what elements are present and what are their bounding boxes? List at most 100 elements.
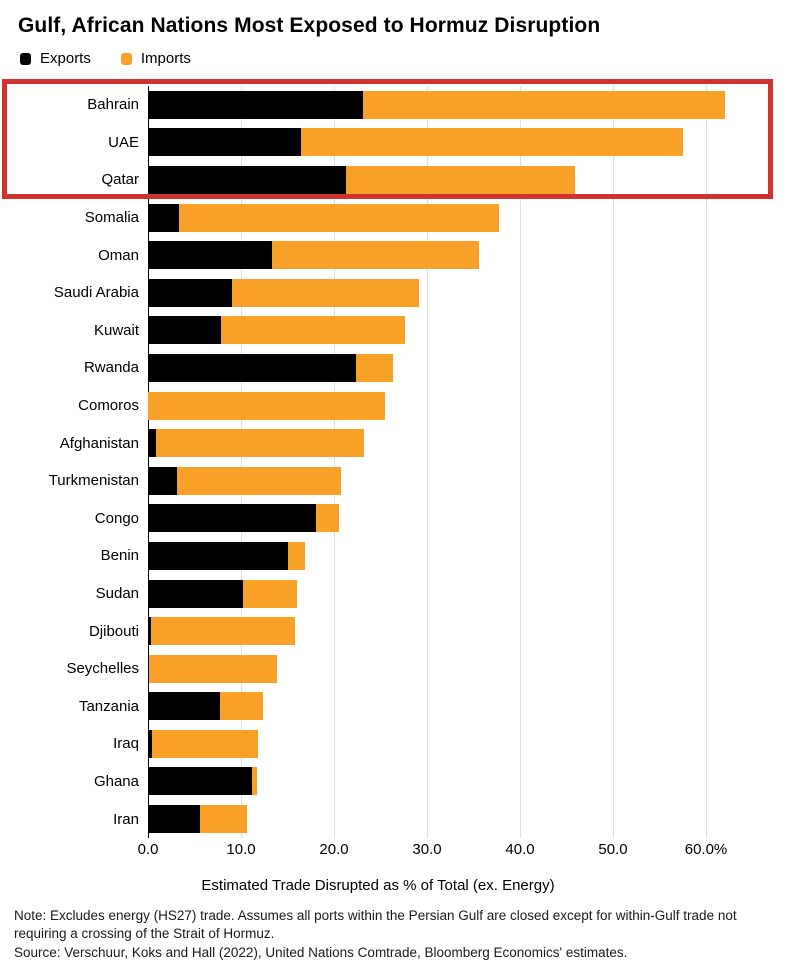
exports-bar-segment [148,767,253,796]
imports-bar-segment [200,805,247,834]
bar-row: Saudi Arabia [0,274,800,312]
gridline [520,86,521,838]
bar-track [148,541,800,570]
category-label: Afghanistan [59,434,139,452]
x-tick-label: 0.0 [137,841,159,858]
x-axis-ticks: 0.0 10.0 20.0 30.0 40.0 50.0 60.0% [0,841,800,861]
exports-bar-segment [148,466,177,495]
x-tick-label: 30.0 [412,841,442,858]
bar-row: Djibouti [0,612,800,650]
bar-track [148,429,800,458]
category-label: Qatar [101,171,139,189]
x-tick-label: 40.0 [505,841,535,858]
imports-bar-segment [148,654,278,683]
bar-row: Seychelles [0,650,800,688]
bar-row: Oman [0,236,800,274]
exports-bar-segment [148,617,151,646]
exports-bar-segment [148,241,272,270]
imports-bar-segment [231,278,419,307]
gridline [334,86,335,838]
bar-rows: Bahrain UAE Qatar Somalia Oman Saudi Arabia Ku… [0,86,800,838]
imports-bar-segment [362,90,725,119]
category-label: Saudi Arabia [53,284,139,302]
imports-bar-segment [242,579,297,608]
imports-bar-segment [271,241,480,270]
bar-row: Somalia [0,199,800,237]
exports-bar-segment [148,805,201,834]
bar-track [148,165,800,194]
bar-track [148,316,800,345]
imports-bar-segment [316,504,339,533]
bar-row: Benin [0,537,800,575]
category-label: Comoros [78,397,139,415]
bar-track [148,579,800,608]
y-axis-line [148,86,149,838]
exports-bar-segment [148,654,149,683]
x-axis-title: Estimated Trade Disrupted as % of Total … [201,877,555,894]
imports-bar-segment [356,353,393,382]
bar-row: UAE [0,124,800,162]
category-label: Djibouti [88,622,139,640]
exports-bar-segment [148,165,347,194]
legend-label-exports: Exports [40,50,91,67]
bar-track [148,241,800,270]
imports-bar-segment [148,391,386,420]
bar-row: Iraq [0,725,800,763]
bar-row: Bahrain [0,86,800,124]
gridlines [148,86,760,838]
imports-bar-segment [219,692,264,721]
gridline [613,86,614,838]
category-label: Turkmenistan [48,472,139,490]
bar-row: Ghana [0,763,800,801]
imports-bar-segment [178,203,499,232]
imports-bar-segment [346,165,575,194]
x-tick-label: 50.0 [598,841,628,858]
x-tick-label: 20.0 [319,841,349,858]
imports-bar-segment [176,466,341,495]
legend-label-imports: Imports [140,50,191,67]
imports-bar-segment [150,617,295,646]
gridline [427,86,428,838]
bar-track [148,617,800,646]
bar-row: Sudan [0,575,800,613]
imports-bar-segment [301,128,683,157]
source-text: Source: Verschuur, Koks and Hall (2022),… [14,944,628,960]
exports-bar-segment [148,579,243,608]
exports-bar-segment [148,692,220,721]
imports-bar-segment [287,541,306,570]
bar-track [148,90,800,119]
legend: Exports Imports [20,50,191,67]
bar-row: Afghanistan [0,424,800,462]
bar-track [148,729,800,758]
footnote: Note: Excludes energy (HS27) trade. Assu… [14,907,784,962]
exports-bar-segment [148,203,179,232]
bar-row: Kuwait [0,312,800,350]
bar-track [148,353,800,382]
exports-bar-segment [148,353,357,382]
imports-bar-segment [151,729,258,758]
bar-track [148,278,800,307]
exports-bar-segment [148,90,363,119]
imports-swatch-icon [120,52,132,65]
legend-item-imports: Imports [120,50,191,67]
gridline [241,86,242,838]
x-tick-label: 10.0 [226,841,256,858]
imports-bar-segment [252,767,257,796]
category-label: Congo [94,509,139,527]
bar-row: Tanzania [0,688,800,726]
category-label: Tanzania [78,697,139,715]
x-tick-label: 60.0% [684,841,728,858]
bar-row: Rwanda [0,349,800,387]
bar-track [148,391,800,420]
exports-bar-segment [148,128,302,157]
imports-bar-segment [220,316,405,345]
exports-bar-segment [148,541,288,570]
bar-track [148,504,800,533]
note-text: Note: Excludes energy (HS27) trade. Assu… [14,908,737,942]
bar-track [148,128,800,157]
category-label: Ghana [93,772,139,790]
category-label: Oman [98,246,139,264]
bar-chart: Bahrain UAE Qatar Somalia Oman Saudi Arabia Ku… [0,86,800,838]
bar-track [148,692,800,721]
